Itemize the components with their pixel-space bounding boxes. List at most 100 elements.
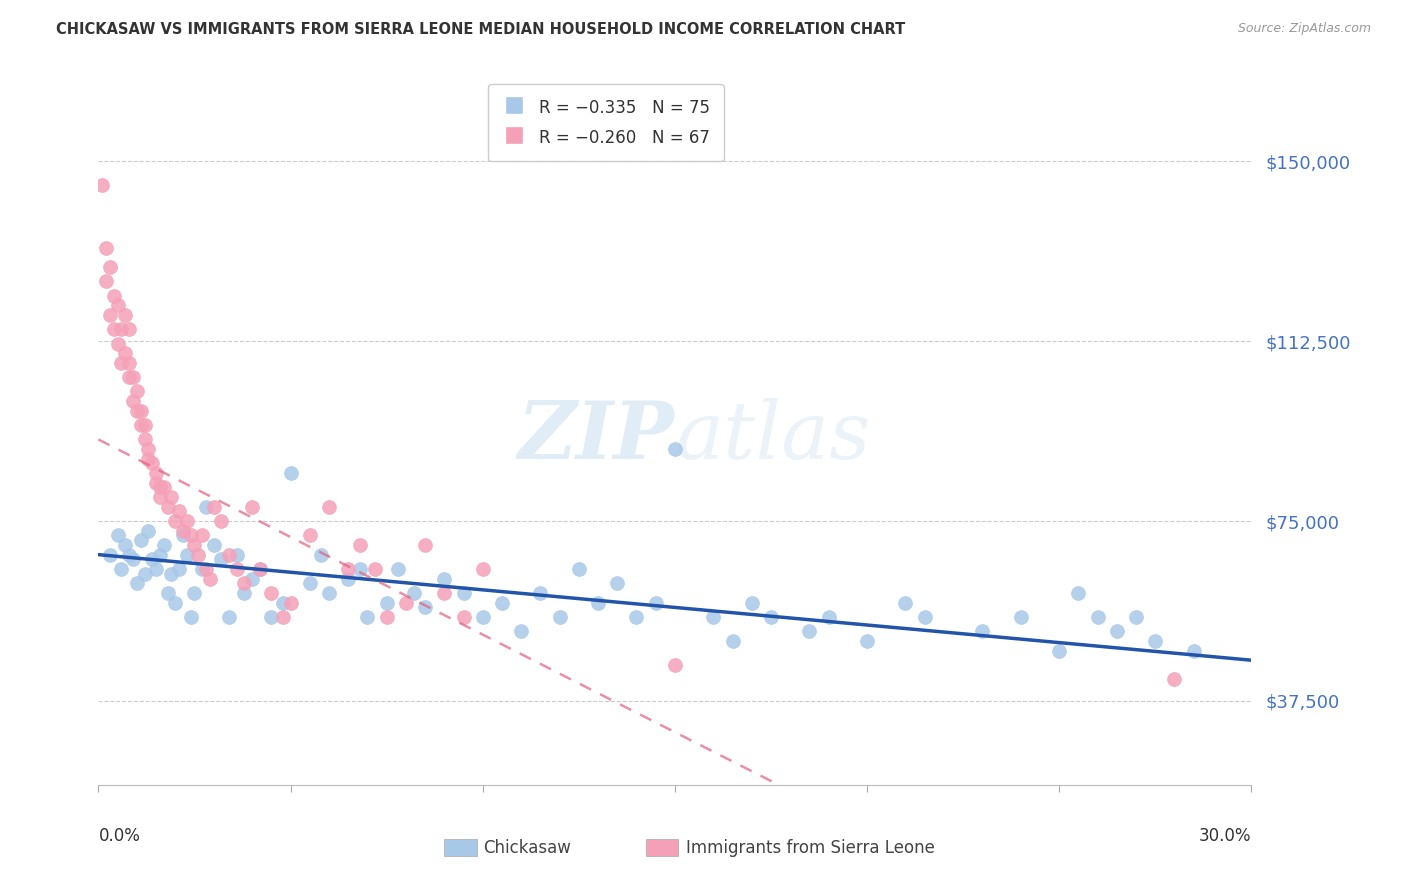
Point	[183, 538, 205, 552]
Point	[145, 475, 167, 490]
Point	[141, 457, 163, 471]
Point	[176, 548, 198, 562]
Point	[402, 586, 425, 600]
Point	[149, 548, 172, 562]
Point	[165, 514, 187, 528]
Point	[298, 528, 321, 542]
Point	[240, 572, 263, 586]
Point	[240, 500, 263, 514]
Point	[114, 308, 136, 322]
Point	[110, 356, 132, 370]
Point	[453, 610, 475, 624]
Point	[799, 624, 821, 639]
Point	[318, 500, 340, 514]
Point	[626, 610, 648, 624]
Point	[218, 610, 240, 624]
Point	[98, 260, 121, 274]
Point	[183, 586, 205, 600]
Point	[225, 562, 247, 576]
Point	[107, 528, 129, 542]
Point	[510, 624, 533, 639]
Point	[118, 370, 141, 384]
Point	[586, 596, 609, 610]
Point	[103, 322, 125, 336]
Point	[433, 586, 456, 600]
Point	[260, 610, 283, 624]
Text: CHICKASAW VS IMMIGRANTS FROM SIERRA LEONE MEDIAN HOUSEHOLD INCOME CORRELATION CH: CHICKASAW VS IMMIGRANTS FROM SIERRA LEON…	[56, 22, 905, 37]
Point	[1105, 624, 1128, 639]
Point	[107, 336, 129, 351]
Point	[233, 576, 256, 591]
Point	[134, 566, 156, 581]
Point	[209, 552, 232, 566]
Point	[195, 562, 218, 576]
Point	[191, 562, 214, 576]
Point	[972, 624, 994, 639]
Point	[471, 562, 494, 576]
Point	[125, 403, 148, 417]
Point	[349, 538, 371, 552]
Point	[98, 308, 121, 322]
Point	[914, 610, 936, 624]
Point	[529, 586, 551, 600]
Point	[172, 528, 194, 542]
FancyBboxPatch shape	[647, 838, 678, 856]
Text: ZIP: ZIP	[517, 399, 675, 475]
Point	[180, 610, 202, 624]
Point	[138, 524, 160, 538]
Point	[1087, 610, 1109, 624]
Point	[1067, 586, 1090, 600]
Point	[167, 562, 190, 576]
Point	[202, 500, 225, 514]
Point	[187, 548, 209, 562]
Point	[311, 548, 333, 562]
Point	[110, 562, 132, 576]
Point	[107, 298, 129, 312]
Point	[110, 322, 132, 336]
Point	[1182, 643, 1205, 657]
Point	[606, 576, 628, 591]
Point	[364, 562, 387, 576]
Point	[118, 322, 141, 336]
Point	[721, 634, 744, 648]
Point	[280, 466, 302, 480]
Point	[1010, 610, 1032, 624]
Point	[375, 610, 398, 624]
Point	[298, 576, 321, 591]
Point	[103, 288, 125, 302]
Point	[1047, 643, 1070, 657]
Point	[209, 514, 232, 528]
Point	[664, 442, 686, 456]
Point	[218, 548, 240, 562]
Point	[91, 178, 114, 193]
Point	[122, 370, 145, 384]
Point	[356, 610, 378, 624]
Point	[702, 610, 724, 624]
Point	[1125, 610, 1147, 624]
Text: 0.0%: 0.0%	[98, 827, 141, 845]
Point	[191, 528, 214, 542]
Point	[176, 514, 198, 528]
Point	[167, 504, 190, 518]
Legend: R = −0.335   N = 75, R = −0.260   N = 67: R = −0.335 N = 75, R = −0.260 N = 67	[488, 84, 724, 161]
Point	[271, 596, 294, 610]
Point	[138, 451, 160, 466]
Point	[122, 394, 145, 409]
Point	[337, 562, 360, 576]
Point	[149, 490, 172, 504]
Point	[125, 384, 148, 399]
Point	[195, 500, 218, 514]
Point	[548, 610, 571, 624]
Point	[817, 610, 839, 624]
Point	[249, 562, 271, 576]
Point	[375, 596, 398, 610]
Point	[94, 274, 117, 288]
Text: Chickasaw: Chickasaw	[484, 838, 571, 856]
Point	[145, 466, 167, 480]
Text: 30.0%: 30.0%	[1199, 827, 1251, 845]
Point	[141, 552, 163, 566]
Text: Source: ZipAtlas.com: Source: ZipAtlas.com	[1237, 22, 1371, 36]
Point	[152, 480, 174, 494]
Point	[856, 634, 879, 648]
Point	[172, 524, 194, 538]
